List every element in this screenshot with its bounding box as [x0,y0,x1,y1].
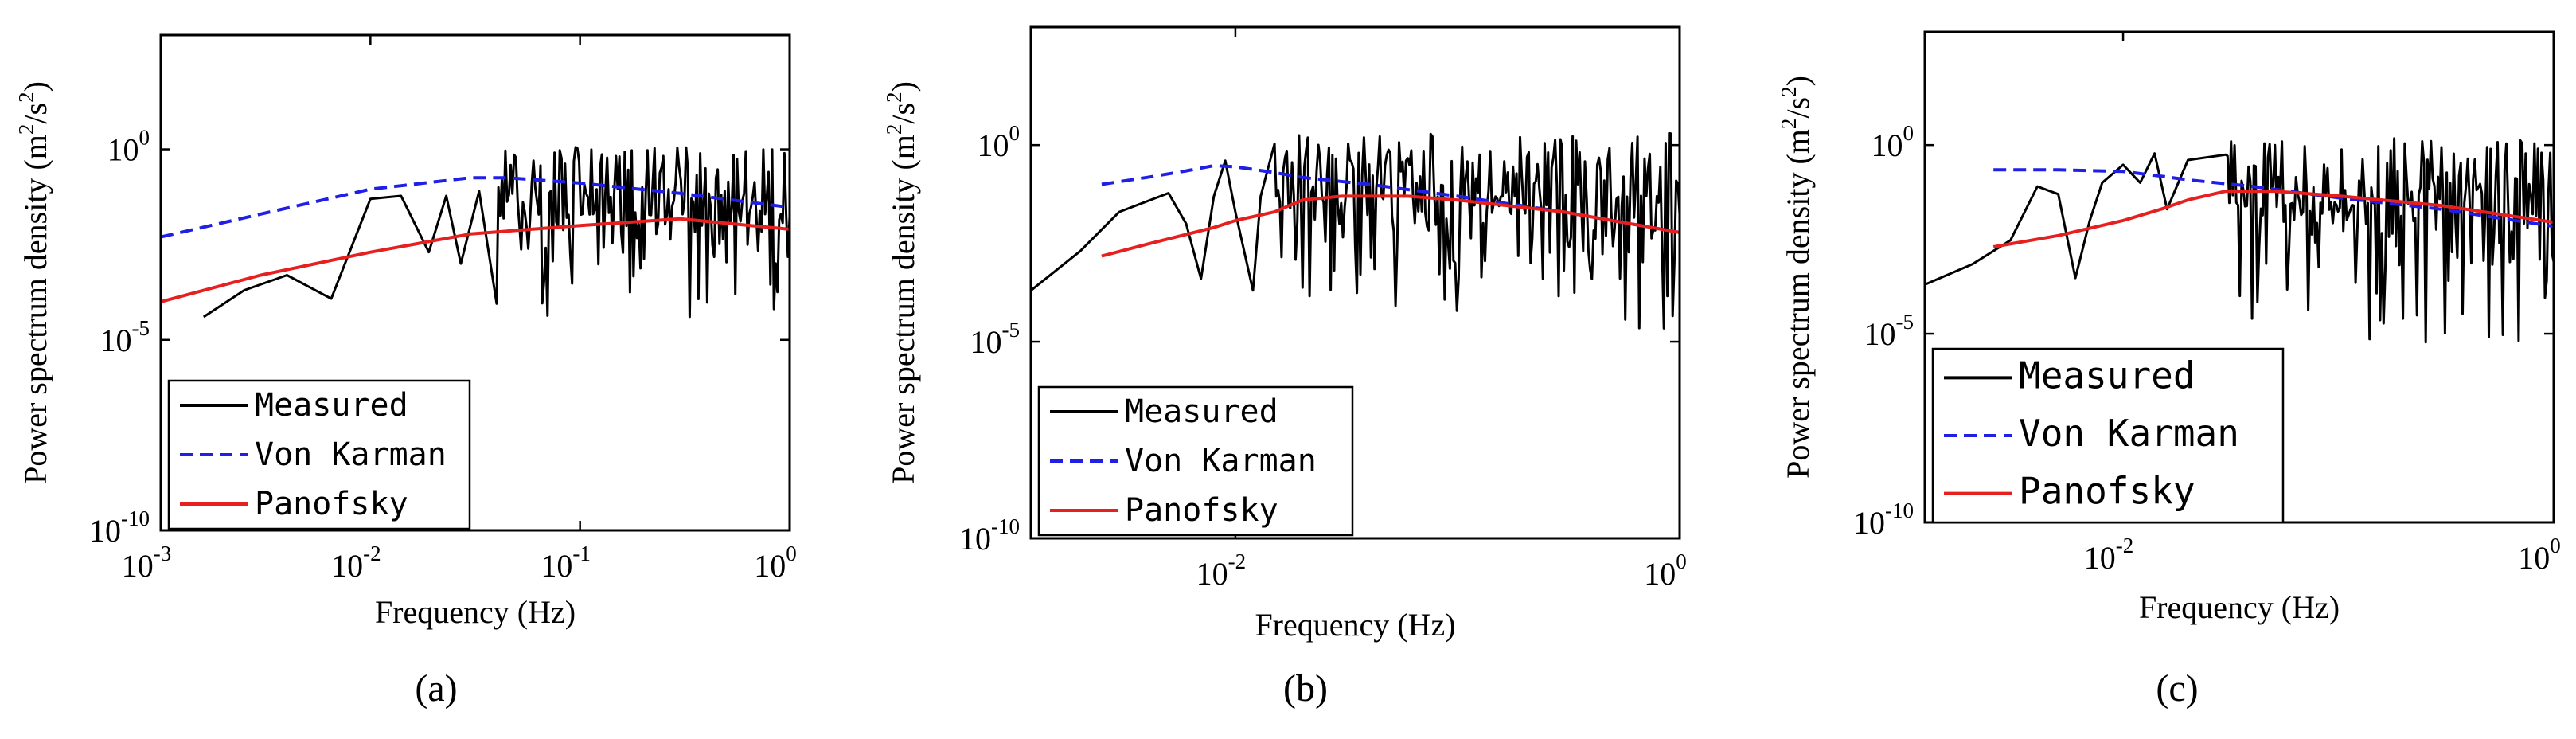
legend-label-measured: Measured [2019,354,2195,397]
series-line-panofsky [161,217,790,303]
y-tick-label: 100 [978,121,1021,163]
y-tick-label: 100 [107,126,150,168]
panel-label: (a) [415,667,457,710]
x-tick-label: 10-1 [541,542,591,584]
x-axis-label: Frequency (Hz) [375,594,576,630]
x-tick-label: 10-3 [122,542,172,584]
legend-label-von_karman: Von Karman [1125,443,1317,479]
panel-b: 10-2 100 10-10 10-5 100 Frequency (Hz) Power s… [882,25,1687,710]
panel-label: (c) [2156,667,2198,710]
y-tick-label: 10-10 [89,506,150,549]
x-axis-label: Frequency (Hz) [1255,607,1455,643]
series-line-panofsky [1992,190,2554,248]
panel-label: (b) [1283,667,1328,710]
x-axis-label: Frequency (Hz) [2139,589,2340,625]
x-tick-label: 100 [754,542,797,584]
x-tick-label: 100 [2518,534,2561,576]
legend-label-von_karman: Von Karman [255,436,447,473]
panel-a: 10-3 10-2 10-1 100 10-10 10-5 100 Frequency (Hz… [14,33,797,710]
x-tick-label: 10-2 [2084,534,2134,576]
series-line-measured [1925,137,2554,344]
x-tick-label: 100 [1644,549,1687,592]
series-line-panofsky [1101,194,1680,258]
y-tick-label: 10-10 [959,514,1020,557]
y-axis-label: Power spectrum density (m2/s2) [14,81,53,484]
legend-label-panofsky: Panofsky [2019,470,2195,513]
y-axis-label: Power spectrum density (m2/s2) [1777,76,1816,479]
y-tick-label: 10-5 [100,316,150,358]
legend-label-measured: Measured [255,387,408,424]
x-tick-label: 10-2 [331,542,381,584]
series-line-von_karman [1993,168,2554,229]
series-line-measured [1031,131,1680,330]
y-tick-label: 10-5 [1864,310,1914,352]
panel-c: 10-2 100 10-10 10-5 100 Frequency (Hz) Power s… [1777,30,2561,710]
legend-label-measured: Measured [1125,393,1278,430]
y-tick-label: 10-10 [1853,499,1914,541]
y-tick-label: 10-5 [970,318,1021,360]
x-tick-label: 10-2 [1196,549,1247,592]
series-line-von_karman [161,176,790,239]
legend-label-von_karman: Von Karman [2019,412,2239,455]
plot-frame [1029,25,1681,540]
y-axis-label: Power spectrum density (m2/s2) [882,81,921,484]
y-tick-label: 100 [1872,121,1914,163]
legend-label-panofsky: Panofsky [1125,492,1278,529]
series-line-von_karman [1101,164,1680,234]
series-line-measured [202,146,790,319]
legend-label-panofsky: Panofsky [255,486,408,522]
plot-frame [159,33,791,532]
